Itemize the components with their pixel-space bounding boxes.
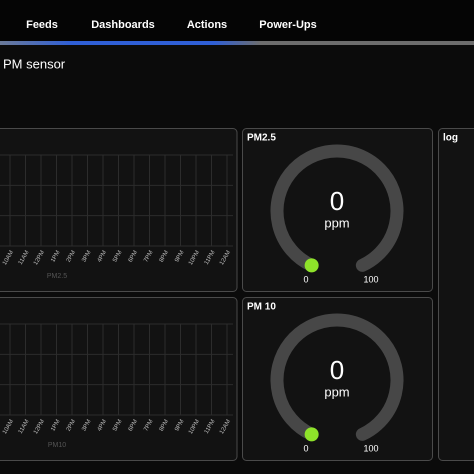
nav-link[interactable]: Actions	[187, 19, 227, 31]
x-axis-label: 8PM	[159, 419, 170, 433]
series-label: PM2.5	[47, 273, 67, 280]
x-axis-label: 7PM	[143, 250, 154, 264]
nav-link[interactable]: Power-Ups	[259, 19, 316, 31]
x-axis-label: 8PM	[159, 250, 170, 264]
panel-title: PM 10	[247, 302, 276, 313]
gauge-indicator	[304, 427, 319, 442]
x-axis-label: 9PM	[174, 250, 185, 264]
gauge-unit: ppm	[324, 215, 349, 230]
x-axis-label: 3PM	[81, 419, 92, 433]
gauge-arc	[270, 313, 404, 441]
gauge-min: 0	[303, 274, 308, 284]
panel-title: log	[443, 133, 458, 144]
x-axis-label: 2PM	[66, 419, 77, 433]
x-axis-label: 5PM	[112, 250, 123, 264]
x-axis-label: 9PM	[174, 419, 185, 433]
gauge-value: 0	[330, 355, 344, 385]
nav-link[interactable]: Dashboards	[91, 19, 155, 31]
x-axis-label: 6PM	[128, 419, 139, 433]
log-panel	[438, 128, 474, 461]
x-axis-label: 5PM	[112, 419, 123, 433]
gauge-value: 0	[330, 186, 344, 216]
page-title: PM sensor	[3, 56, 66, 71]
x-axis-label: 4PM	[97, 419, 108, 433]
x-axis-label: 6PM	[128, 250, 139, 264]
panel-title: PM2.5	[247, 133, 276, 144]
gauge-arc	[270, 144, 404, 272]
gauge-max: 100	[363, 443, 378, 453]
gauge-unit: ppm	[324, 384, 349, 399]
gauge-max: 100	[363, 274, 378, 284]
x-axis-label: 4PM	[97, 250, 108, 264]
series-label: PM10	[48, 442, 66, 449]
nav-bar	[0, 0, 474, 41]
nav-stripe	[0, 41, 474, 45]
nav-link[interactable]: Feeds	[26, 19, 58, 31]
gauge-min: 0	[303, 443, 308, 453]
gauge-indicator	[304, 258, 319, 273]
x-axis-label: 2PM	[66, 250, 77, 264]
x-axis-label: 1PM	[50, 419, 61, 433]
x-axis-label: 7PM	[143, 419, 154, 433]
x-axis-label: 1PM	[50, 250, 61, 264]
x-axis-label: 3PM	[81, 250, 92, 264]
